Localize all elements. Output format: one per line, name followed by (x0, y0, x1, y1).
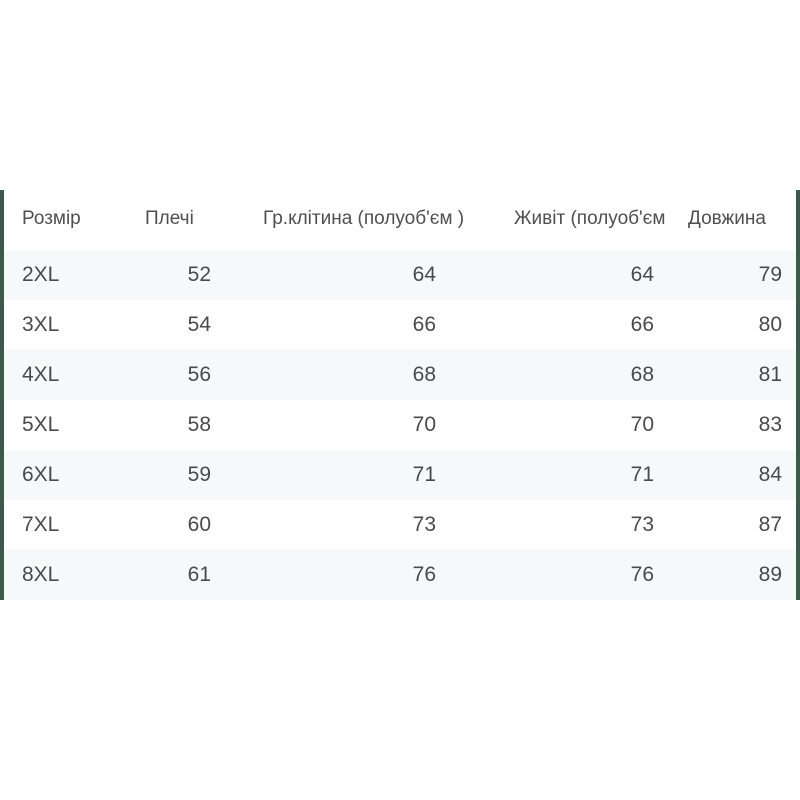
cell-size: 4XL (4, 350, 139, 400)
table-row: 5XL 58 70 70 83 (4, 400, 796, 450)
cell-chest: 76 (259, 550, 504, 600)
table-row: 4XL 56 68 68 81 (4, 350, 796, 400)
cell-length: 79 (684, 250, 796, 300)
cell-belly: 73 (504, 500, 684, 550)
table-header: Розмір Плечі Гр.клітина (полуоб'єм ) Жив… (4, 190, 796, 250)
column-header-chest: Гр.клітина (полуоб'єм ) (259, 190, 504, 250)
size-chart-table-container: Розмір Плечі Гр.клітина (полуоб'єм ) Жив… (0, 190, 800, 600)
cell-shoulders: 52 (139, 250, 259, 300)
cell-chest: 71 (259, 450, 504, 500)
cell-size: 5XL (4, 400, 139, 450)
size-chart-table: Розмір Плечі Гр.клітина (полуоб'єм ) Жив… (4, 190, 796, 600)
cell-belly: 70 (504, 400, 684, 450)
cell-shoulders: 58 (139, 400, 259, 450)
cell-belly: 68 (504, 350, 684, 400)
table-header-row: Розмір Плечі Гр.клітина (полуоб'єм ) Жив… (4, 190, 796, 250)
cell-length: 80 (684, 300, 796, 350)
column-header-belly: Живіт (полуоб'єм (504, 190, 684, 250)
cell-shoulders: 60 (139, 500, 259, 550)
cell-size: 6XL (4, 450, 139, 500)
cell-length: 83 (684, 400, 796, 450)
table-row: 8XL 61 76 76 89 (4, 550, 796, 600)
cell-chest: 73 (259, 500, 504, 550)
cell-chest: 64 (259, 250, 504, 300)
cell-belly: 64 (504, 250, 684, 300)
cell-shoulders: 54 (139, 300, 259, 350)
cell-belly: 76 (504, 550, 684, 600)
table-body: 2XL 52 64 64 79 3XL 54 66 66 80 4XL 56 6… (4, 250, 796, 600)
cell-belly: 71 (504, 450, 684, 500)
cell-size: 2XL (4, 250, 139, 300)
cell-shoulders: 56 (139, 350, 259, 400)
cell-shoulders: 59 (139, 450, 259, 500)
cell-length: 84 (684, 450, 796, 500)
cell-chest: 66 (259, 300, 504, 350)
cell-length: 89 (684, 550, 796, 600)
column-header-length: Довжина (684, 190, 796, 250)
table-row: 6XL 59 71 71 84 (4, 450, 796, 500)
cell-size: 7XL (4, 500, 139, 550)
cell-shoulders: 61 (139, 550, 259, 600)
cell-belly: 66 (504, 300, 684, 350)
table-row: 7XL 60 73 73 87 (4, 500, 796, 550)
cell-size: 3XL (4, 300, 139, 350)
table-row: 3XL 54 66 66 80 (4, 300, 796, 350)
column-header-shoulders: Плечі (139, 190, 259, 250)
table-row: 2XL 52 64 64 79 (4, 250, 796, 300)
cell-chest: 68 (259, 350, 504, 400)
cell-chest: 70 (259, 400, 504, 450)
cell-length: 81 (684, 350, 796, 400)
column-header-size: Розмір (4, 190, 139, 250)
cell-size: 8XL (4, 550, 139, 600)
cell-length: 87 (684, 500, 796, 550)
